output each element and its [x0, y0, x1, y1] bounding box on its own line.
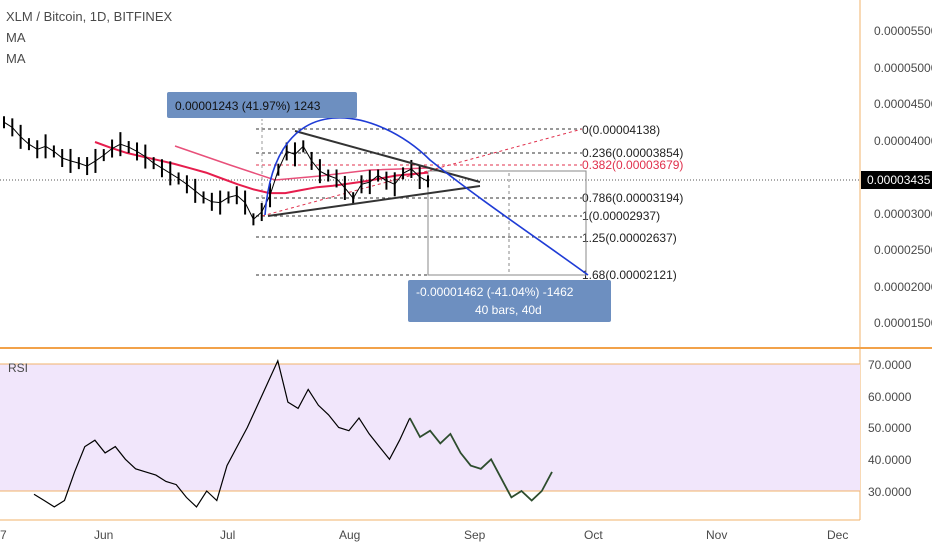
triangle-upper-line — [294, 130, 481, 183]
measure-down-box[interactable] — [408, 280, 611, 322]
fib-label: 1.25(0.00002637) — [582, 231, 677, 245]
fib-label: 0.236(0.00003854) — [582, 146, 683, 160]
fib-label: 0(0.00004138) — [582, 123, 660, 137]
price-candles — [3, 116, 429, 226]
current-price-badge — [861, 171, 932, 189]
price-tick-label: 0.00005500 — [874, 24, 932, 38]
time-tick-label: Dec — [827, 528, 848, 542]
price-tick-label: 0.00005000 — [874, 61, 932, 75]
time-tick-label: Nov — [706, 528, 727, 542]
rsi-tick-label: 50.0000 — [868, 421, 912, 435]
fib-retracement[interactable]: 0(0.00004138) 0.236(0.00003854) 0.382(0.… — [256, 123, 683, 282]
price-tick-label: 0.00003000 — [874, 207, 932, 221]
rsi-tick-label: 30.0000 — [868, 485, 912, 499]
measure-up-label: 0.00001243 (41.97%) 1243 — [175, 99, 321, 113]
price-line — [3, 121, 429, 221]
time-tick-label: Oct — [584, 528, 603, 542]
time-tick-label: Jul — [220, 528, 235, 542]
fib-trend-line — [261, 128, 583, 217]
price-tick-label: 0.00004500 — [874, 97, 932, 111]
projection-arc[interactable] — [264, 117, 589, 276]
rsi-tick-label: 40.0000 — [868, 453, 912, 467]
rsi-series — [33, 358, 553, 508]
time-tick-label: Sep — [464, 528, 486, 542]
measure-down-line1: -0.00001462 (-41.04%) -1462 — [416, 285, 574, 299]
measure-up-box[interactable] — [167, 92, 357, 118]
legend-symbol: XLM / Bitcoin, 1D, BITFINEX — [6, 9, 173, 24]
fib-label: 1(0.00002937) — [582, 209, 660, 223]
legend-ma-1: MA — [6, 30, 26, 45]
rsi-tick-label: 70.0000 — [868, 358, 912, 372]
triangle-pattern[interactable] — [267, 130, 481, 217]
price-tick-label: 0.00002500 — [874, 243, 932, 257]
legend-ma-2: MA — [6, 51, 26, 66]
triangle-lower-line — [267, 185, 481, 217]
price-tick-label: 0.00001500 — [874, 316, 932, 330]
ma-fast-line — [174, 145, 429, 181]
fib-label: 1.68(0.00002121) — [582, 268, 677, 282]
measure-range-box[interactable] — [427, 170, 587, 276]
time-tick-label: 7 — [0, 528, 7, 542]
time-tick-label: Jun — [94, 528, 113, 542]
rsi-band — [0, 364, 860, 491]
price-tick-label: 0.00002000 — [874, 280, 932, 294]
rsi-title: RSI — [8, 361, 28, 375]
rsi-axis: 70.0000 60.0000 50.0000 40.0000 30.0000 — [868, 358, 912, 499]
time-tick-label: Aug — [339, 528, 360, 542]
time-axis: 7 Jun Jul Aug Sep Oct Nov Dec — [0, 528, 848, 542]
current-price-label: 0.00003435 — [867, 173, 931, 187]
price-axis: 0.00005500 0.00005000 0.00004500 0.00004… — [874, 24, 932, 330]
fib-label: 0.786(0.00003194) — [582, 191, 683, 205]
fib-label: 0.382(0.00003679) — [582, 158, 683, 172]
rsi-tick-label: 60.0000 — [868, 390, 912, 404]
price-tick-label: 0.00004000 — [874, 134, 932, 148]
rsi-projection-line — [409, 417, 553, 502]
chart-legend: XLM / Bitcoin, 1D, BITFINEX MA MA — [6, 6, 172, 69]
rsi-line — [33, 358, 411, 508]
measure-down-line2: 40 bars, 40d — [475, 303, 542, 317]
